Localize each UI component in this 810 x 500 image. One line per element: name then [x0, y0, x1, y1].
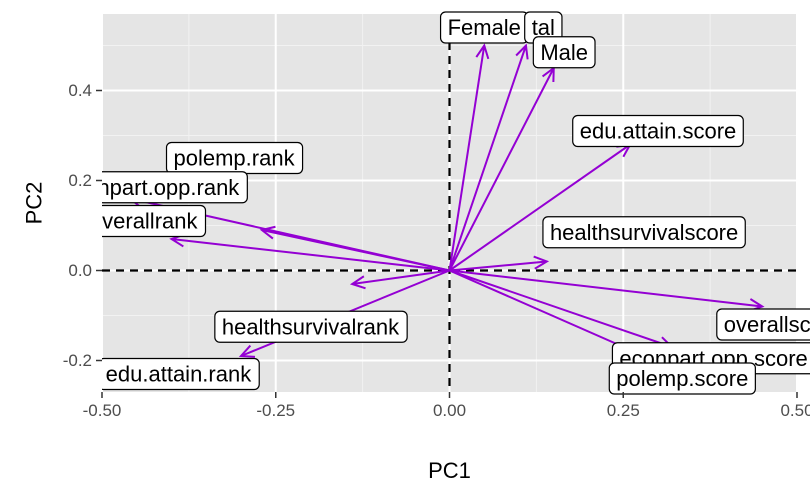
y-axis-title: PC2 — [22, 182, 47, 225]
y-tick-label: 0.0 — [68, 261, 92, 280]
y-tick-label: 0.4 — [68, 81, 92, 100]
x-axis-title: PC1 — [428, 458, 471, 483]
label-text: polemp.score — [616, 366, 748, 391]
arrow-Female — [448, 43, 490, 271]
y-tick-label: 0.2 — [68, 171, 92, 190]
label-box — [102, 357, 260, 391]
arrow-head — [533, 255, 550, 270]
arrow-shaft — [448, 143, 631, 272]
reference-lines — [102, 14, 797, 392]
label-Male: Male — [532, 36, 596, 69]
label-text: healthsurvivalrank — [222, 314, 400, 339]
arrow-shaft — [448, 45, 527, 271]
arrow-shaft — [449, 269, 673, 348]
label-Female: Female — [439, 11, 529, 44]
arrow-shaft — [448, 67, 555, 271]
label-box — [102, 171, 248, 204]
label-edu.attain.rank: edu.attain.rank — [102, 357, 260, 391]
axes: -0.50 -0.25 0.00 0.25 0.50 -0.2 0.0 0.2 0.4 — [63, 81, 810, 420]
x-tick-label: -0.50 — [83, 401, 122, 420]
label-text: overallrank — [90, 209, 199, 234]
label-box — [608, 362, 756, 395]
arrow-tal — [448, 43, 529, 271]
x-tick-label: 0.00 — [433, 401, 466, 420]
label-polemp.rank: polemp.rank — [165, 141, 304, 175]
arrow-shaft — [449, 269, 763, 308]
arrow-shaft — [352, 269, 450, 285]
label-text: Male — [540, 40, 588, 65]
arrow-head — [238, 344, 256, 358]
label-text: Female — [448, 15, 521, 40]
y-tick-label: -0.2 — [63, 351, 92, 370]
label-edu.attain.score: edu.attain.score — [572, 114, 744, 148]
label-tal: tal — [524, 11, 563, 44]
label-text: polemp.rank — [174, 146, 296, 171]
label-text: tal — [532, 15, 555, 40]
arrow-healthsurvivalrank — [349, 269, 450, 290]
label-econpart.opp.rank: econpart.opp.rank — [62, 171, 248, 204]
label-text: overallscore — [724, 312, 810, 337]
label-text: healthsurvivalscore — [550, 220, 738, 245]
arrow-head — [259, 225, 276, 240]
arrow-shaft — [449, 260, 547, 272]
arrow-head — [515, 43, 529, 60]
loading-arrows — [127, 43, 765, 358]
label-box — [716, 308, 810, 341]
arrow-head — [349, 275, 366, 290]
x-tick-label: 0.25 — [607, 401, 640, 420]
label-text: edu.attain.score — [580, 119, 737, 144]
label-overallrank: overallrank — [90, 204, 207, 238]
arrow-healthsurvivalscore — [449, 255, 550, 272]
label-text: edu.attain.rank — [106, 362, 253, 387]
label-box — [214, 310, 408, 343]
arrow-shaft — [448, 45, 486, 271]
label-healthsurvivalscore: healthsurvivalscore — [542, 216, 746, 249]
label-box — [102, 204, 207, 238]
x-tick-label: 0.50 — [780, 401, 810, 420]
label-healthsurvivalrank: healthsurvivalrank — [214, 310, 408, 343]
label-polemp.score: polemp.score — [608, 362, 756, 395]
arrow-head — [475, 43, 490, 60]
label-box — [532, 36, 596, 69]
label-text: econpart.opp.rank — [62, 175, 240, 200]
label-box — [572, 114, 744, 148]
x-tick-label: -0.25 — [256, 401, 295, 420]
arrow-shaft — [171, 238, 450, 272]
label-overallscore: overallscore — [716, 308, 810, 341]
label-box — [542, 216, 746, 249]
arrow-shaft — [449, 269, 645, 357]
